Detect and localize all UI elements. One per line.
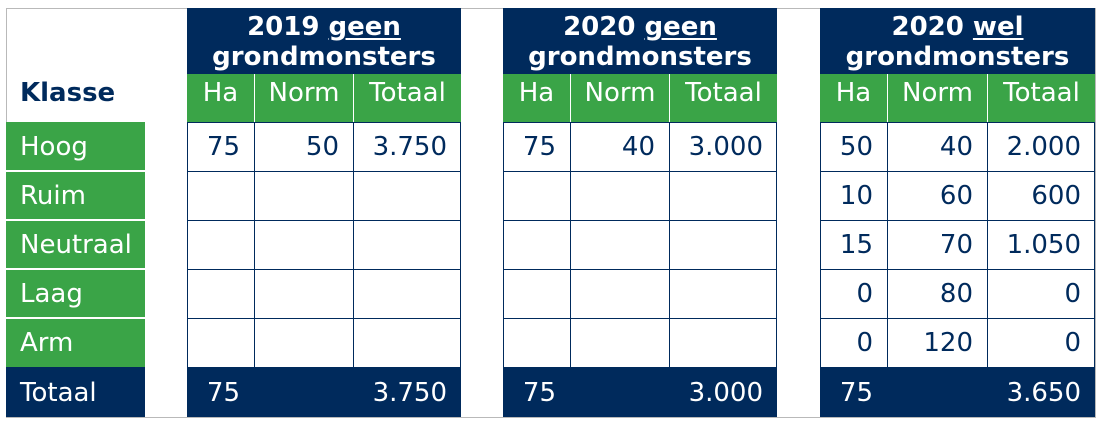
header-divider bbox=[254, 74, 255, 122]
g1-hoog-totaal: 3.750 bbox=[372, 132, 447, 162]
grid-line bbox=[503, 220, 777, 221]
group1-col-ha: Ha bbox=[202, 78, 239, 108]
g2-hoog-ha: 75 bbox=[522, 132, 556, 162]
group2-title-bg bbox=[503, 8, 777, 74]
group3-totals-bg bbox=[820, 367, 1095, 417]
grid-line bbox=[503, 122, 777, 123]
group3-subheader-bg bbox=[820, 74, 1095, 122]
row-label-neutraal: Neutraal bbox=[20, 230, 132, 260]
g1-totaal-ha: 75 bbox=[206, 378, 240, 408]
row-separator bbox=[6, 219, 145, 221]
group2-subheader-bg bbox=[503, 74, 777, 122]
header-divider bbox=[353, 74, 354, 122]
row-label-hoog: Hoog bbox=[20, 132, 88, 162]
group1-subheader-bg bbox=[187, 74, 461, 122]
grid-line bbox=[1094, 122, 1095, 367]
g3-laag-norm: 80 bbox=[939, 279, 973, 309]
header-divider bbox=[887, 74, 888, 122]
klasse-header: Klasse bbox=[20, 78, 116, 108]
grid-line bbox=[503, 318, 777, 319]
g3-arm-ha: 0 bbox=[856, 328, 873, 358]
g2-totaal-totaal: 3.000 bbox=[688, 378, 763, 408]
g3-neutraal-totaal: 1.050 bbox=[1006, 230, 1081, 260]
grid-line bbox=[187, 171, 461, 172]
totaal-label-cell bbox=[6, 367, 145, 417]
group2-totals-bg bbox=[503, 367, 777, 417]
header-divider bbox=[570, 74, 571, 122]
group2-title: 2020 geen grondmonsters bbox=[528, 12, 752, 72]
grid-line bbox=[460, 122, 461, 367]
grid-line bbox=[187, 269, 461, 270]
group3-title: 2020 wel grondmonsters bbox=[845, 12, 1070, 72]
group3-col-ha: Ha bbox=[835, 78, 872, 108]
group1-col-norm: Norm bbox=[268, 78, 340, 108]
grid-line bbox=[887, 122, 888, 367]
g3-neutraal-ha: 15 bbox=[839, 230, 873, 260]
grid-line bbox=[820, 171, 1095, 172]
row-separator bbox=[6, 170, 145, 172]
g2-hoog-norm: 40 bbox=[621, 132, 655, 162]
grid-line bbox=[187, 122, 461, 123]
group2-col-totaal: Totaal bbox=[685, 78, 762, 108]
group2-col-norm: Norm bbox=[584, 78, 656, 108]
grid-line bbox=[987, 122, 988, 367]
grid-line bbox=[503, 122, 504, 367]
row-label-column bbox=[6, 122, 145, 367]
grid-line bbox=[187, 318, 461, 319]
row-label-ruim: Ruim bbox=[20, 181, 86, 211]
group1-totals-bg bbox=[187, 367, 461, 417]
header-divider bbox=[669, 74, 670, 122]
g3-ruim-totaal: 600 bbox=[1031, 181, 1081, 211]
group3-title-bg bbox=[820, 8, 1095, 74]
row-label-totaal: Totaal bbox=[20, 378, 97, 408]
g3-arm-norm: 120 bbox=[923, 328, 973, 358]
g2-totaal-ha: 75 bbox=[522, 378, 556, 408]
grid-line bbox=[820, 122, 821, 367]
grid-line bbox=[187, 122, 188, 367]
grid-line bbox=[254, 122, 255, 367]
g3-laag-ha: 0 bbox=[856, 279, 873, 309]
grid-line bbox=[187, 220, 461, 221]
grid-line bbox=[353, 122, 354, 367]
grid-line bbox=[503, 269, 777, 270]
g3-arm-totaal: 0 bbox=[1064, 328, 1081, 358]
g2-hoog-totaal: 3.000 bbox=[688, 132, 763, 162]
header-divider bbox=[987, 74, 988, 122]
group1-title-bg bbox=[187, 8, 461, 74]
grid-line bbox=[776, 122, 777, 367]
g3-laag-totaal: 0 bbox=[1064, 279, 1081, 309]
g3-hoog-norm: 40 bbox=[939, 132, 973, 162]
group1-col-totaal: Totaal bbox=[369, 78, 446, 108]
row-label-arm: Arm bbox=[20, 328, 74, 358]
g3-totaal-totaal: 3.650 bbox=[1006, 378, 1081, 408]
grid-line bbox=[820, 220, 1095, 221]
g3-ruim-norm: 60 bbox=[939, 181, 973, 211]
grid-line bbox=[570, 122, 571, 367]
group3-col-norm: Norm bbox=[902, 78, 973, 108]
group1-title: 2019 geen grondmonsters bbox=[212, 12, 436, 72]
group3-col-totaal: Totaal bbox=[1003, 78, 1080, 108]
g3-hoog-ha: 50 bbox=[839, 132, 873, 162]
grid-line bbox=[820, 122, 1095, 123]
g3-ruim-ha: 10 bbox=[839, 181, 873, 211]
grid-line bbox=[820, 269, 1095, 270]
row-label-laag: Laag bbox=[20, 279, 83, 309]
g1-totaal-totaal: 3.750 bbox=[372, 378, 447, 408]
grid-line bbox=[503, 171, 777, 172]
grid-line bbox=[669, 122, 670, 367]
row-separator bbox=[6, 268, 145, 270]
g3-neutraal-norm: 70 bbox=[939, 230, 973, 260]
g1-hoog-ha: 75 bbox=[206, 132, 240, 162]
g1-hoog-norm: 50 bbox=[305, 132, 339, 162]
g3-hoog-totaal: 2.000 bbox=[1006, 132, 1081, 162]
group2-col-ha: Ha bbox=[518, 78, 555, 108]
grid-line bbox=[820, 318, 1095, 319]
row-separator bbox=[6, 317, 145, 319]
g3-totaal-ha: 75 bbox=[839, 378, 873, 408]
